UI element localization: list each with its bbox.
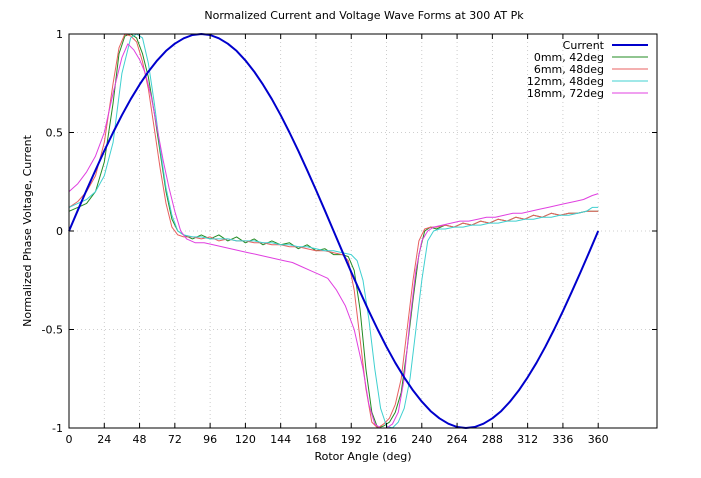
grid-lines	[69, 34, 657, 428]
legend-label: 0mm, 42deg	[534, 51, 604, 64]
y-tick-label: -1	[52, 422, 63, 435]
legend-label: 6mm, 48deg	[534, 63, 604, 76]
x-tick-label: 24	[97, 433, 111, 446]
x-tick-label: 120	[235, 433, 256, 446]
x-tick-label: 264	[447, 433, 468, 446]
y-tick-label: -0.5	[42, 324, 63, 337]
legend-label: 12mm, 48deg	[527, 75, 604, 88]
x-axis-ticks: 0 24 48 72 96 120 144 168 192 216 240 264 288 312 336 3…	[66, 34, 609, 446]
chart-title: Normalized Current and Voltage Wave Form…	[204, 9, 524, 22]
x-tick-label: 0	[66, 433, 73, 446]
legend-label: Current	[563, 39, 605, 52]
series-line-3	[68, 33, 599, 429]
y-tick-label: 0	[56, 225, 63, 238]
x-tick-label: 336	[552, 433, 573, 446]
series-line-2	[68, 33, 599, 429]
y-tick-label: 0.5	[46, 127, 64, 140]
x-tick-label: 240	[411, 433, 432, 446]
series-lines	[68, 33, 600, 429]
x-tick-label: 360	[588, 433, 609, 446]
series-line-4	[68, 43, 599, 429]
y-tick-label: 1	[56, 28, 63, 41]
y-axis-label: Normalized Phase Voltage, Current	[21, 134, 34, 326]
x-tick-label: 312	[517, 433, 538, 446]
x-tick-label: 72	[168, 433, 182, 446]
series-line-0	[68, 33, 600, 429]
legend-label: 18mm, 72deg	[527, 87, 604, 100]
x-tick-label: 96	[203, 433, 217, 446]
y-axis-ticks: -1 -0.5 0 0.5 1	[42, 28, 657, 435]
x-tick-label: 288	[482, 433, 503, 446]
x-tick-label: 144	[270, 433, 291, 446]
x-tick-label: 168	[305, 433, 326, 446]
x-tick-label: 216	[376, 433, 397, 446]
x-axis-label: Rotor Angle (deg)	[314, 450, 411, 463]
x-tick-label: 192	[341, 433, 362, 446]
x-tick-label: 48	[133, 433, 147, 446]
